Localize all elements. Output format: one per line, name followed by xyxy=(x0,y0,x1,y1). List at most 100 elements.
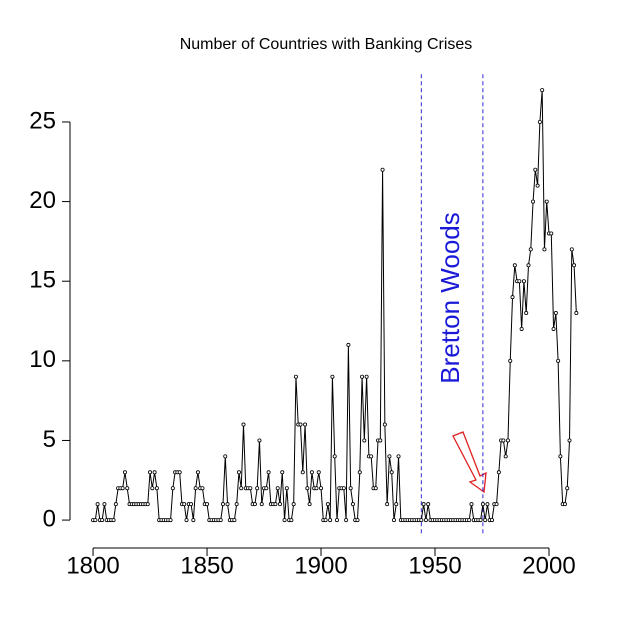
y-tick-label: 25 xyxy=(29,107,56,134)
data-point xyxy=(184,518,189,523)
data-point xyxy=(195,470,200,475)
data-point xyxy=(373,486,378,491)
data-point xyxy=(519,326,524,331)
data-point xyxy=(205,502,210,507)
data-point xyxy=(421,502,426,507)
data-point xyxy=(544,199,549,204)
data-point xyxy=(220,502,225,507)
data-point xyxy=(540,88,545,93)
data-point xyxy=(360,374,365,379)
data-point xyxy=(503,454,508,459)
data-point xyxy=(385,502,390,507)
data-point xyxy=(189,502,194,507)
data-point xyxy=(572,263,577,268)
data-point xyxy=(524,311,529,316)
data-point xyxy=(325,502,330,507)
data-point xyxy=(483,518,488,523)
data-point xyxy=(467,518,472,523)
data-point xyxy=(168,518,173,523)
data-point xyxy=(496,470,501,475)
x-tick-label: 1800 xyxy=(66,552,119,579)
data-point xyxy=(284,486,289,491)
data-point xyxy=(314,486,319,491)
data-point xyxy=(177,470,182,475)
data-point xyxy=(394,502,399,507)
data-point xyxy=(505,438,510,443)
data-point xyxy=(558,454,563,459)
data-point xyxy=(264,486,269,491)
y-tick-label: 20 xyxy=(29,187,56,214)
arrow xyxy=(452,431,487,494)
data-point xyxy=(255,486,260,491)
data-point xyxy=(100,518,105,523)
data-point xyxy=(273,502,278,507)
data-point xyxy=(307,502,312,507)
data-point xyxy=(426,502,431,507)
data-point xyxy=(150,486,155,491)
y-tick-label: 5 xyxy=(43,426,56,453)
data-point xyxy=(508,358,513,363)
data-point xyxy=(293,374,298,379)
data-point xyxy=(346,342,351,347)
data-point xyxy=(396,454,401,459)
data-point xyxy=(152,470,157,475)
data-point xyxy=(148,470,153,475)
data-point xyxy=(328,518,333,523)
data-point xyxy=(419,518,424,523)
data-point xyxy=(344,518,349,523)
data-point xyxy=(239,486,244,491)
data-point xyxy=(282,518,287,523)
data-point xyxy=(350,502,355,507)
data-point xyxy=(200,486,205,491)
data-point xyxy=(120,486,125,491)
data-point xyxy=(95,502,100,507)
data-point xyxy=(289,518,294,523)
data-point xyxy=(241,422,246,427)
data-point xyxy=(389,470,394,475)
data-point xyxy=(574,311,579,316)
data-point xyxy=(348,486,353,491)
data-point xyxy=(562,502,567,507)
data-point xyxy=(125,486,130,491)
data-point xyxy=(170,486,175,491)
data-point xyxy=(277,502,282,507)
data-point xyxy=(537,119,542,124)
data-point xyxy=(122,470,127,475)
data-point xyxy=(531,199,536,204)
data-point xyxy=(225,502,230,507)
data-point xyxy=(223,454,228,459)
data-point xyxy=(266,470,271,475)
data-point xyxy=(567,438,572,443)
x-tick-label: 2000 xyxy=(522,552,575,579)
data-point xyxy=(480,502,485,507)
data-point xyxy=(494,502,499,507)
data-point xyxy=(510,295,515,300)
y-tick-label: 0 xyxy=(43,505,56,532)
data-point xyxy=(423,518,428,523)
data-point xyxy=(280,470,285,475)
data-point xyxy=(535,183,540,188)
y-tick-label: 10 xyxy=(29,346,56,373)
data-point xyxy=(309,470,314,475)
data-point xyxy=(512,263,517,268)
data-point xyxy=(291,502,296,507)
data-point xyxy=(332,454,337,459)
data-point xyxy=(521,279,526,284)
data-point xyxy=(490,518,495,523)
chart-title: Number of Countries with Banking Crises xyxy=(180,36,473,53)
data-point xyxy=(565,486,570,491)
data-point xyxy=(145,502,150,507)
data-point xyxy=(551,326,556,331)
data-point xyxy=(303,422,308,427)
data-point xyxy=(323,518,328,523)
data-point xyxy=(316,470,321,475)
data-point xyxy=(234,502,239,507)
data-point xyxy=(478,518,483,523)
data-point xyxy=(193,486,198,491)
data-point xyxy=(330,374,335,379)
x-tick-label: 1900 xyxy=(294,552,347,579)
data-point xyxy=(191,518,196,523)
data-point xyxy=(553,311,558,316)
data-point xyxy=(236,470,241,475)
